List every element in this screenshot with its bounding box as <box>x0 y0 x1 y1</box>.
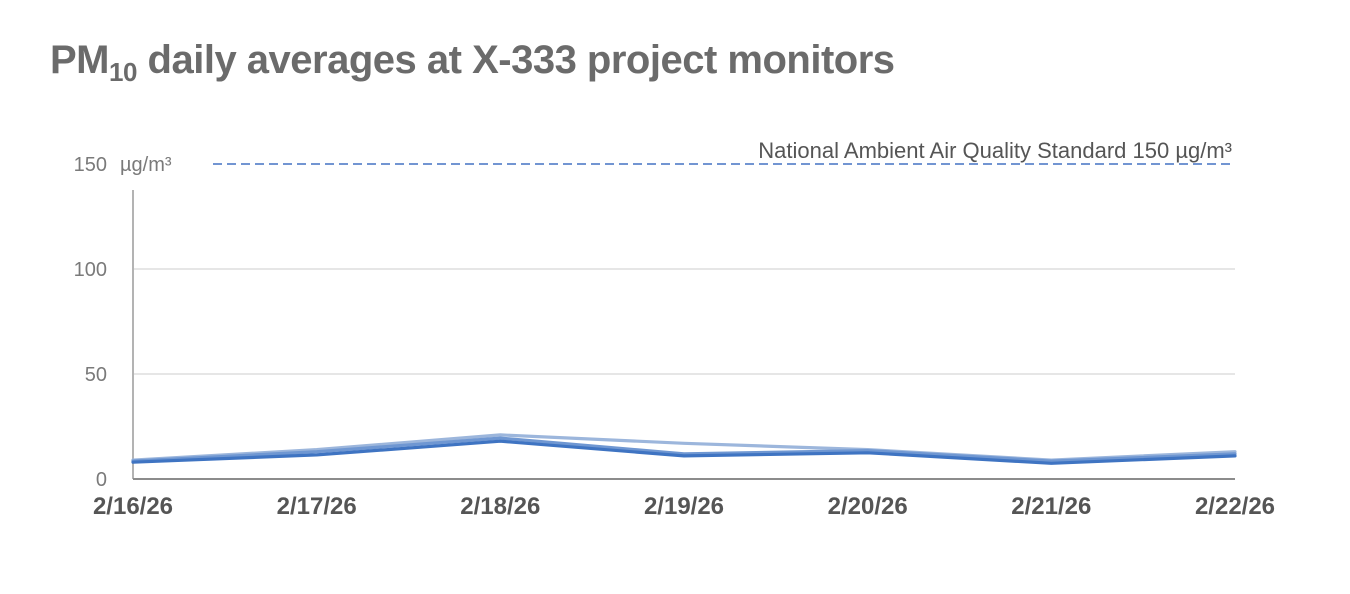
axes <box>132 190 1235 480</box>
series-line-3 <box>131 439 1237 465</box>
x-tick-label: 2/16/26 <box>93 493 173 520</box>
y-tick-labels: 0 50 100 150 <box>74 154 107 491</box>
y-tick-label: 50 <box>85 364 107 386</box>
x-tick-label: 2/18/26 <box>460 493 540 520</box>
x-tick-label: 2/20/26 <box>828 493 908 520</box>
series-lines <box>131 433 1237 465</box>
x-tick-label: 2/21/26 <box>1011 493 1091 520</box>
x-tick-label: 2/22/26 <box>1195 493 1275 520</box>
chart-title-subscript: 10 <box>109 57 137 87</box>
x-tick-label: 2/17/26 <box>277 493 357 520</box>
x-tick-labels: 2/16/26 2/17/26 2/18/26 2/19/26 2/20/26 2/21/… <box>93 493 1275 520</box>
y-axis-unit-label: µg/m³ <box>120 154 172 176</box>
y-tick-label: 0 <box>96 469 107 491</box>
x-tick-label: 2/19/26 <box>644 493 724 520</box>
chart-title-prefix: PM <box>50 38 110 82</box>
gridlines <box>133 268 1235 375</box>
y-tick-label: 150 <box>74 154 107 176</box>
chart-title: PM10 daily averages at X-333 project mon… <box>50 38 895 85</box>
reference-line-label: National Ambient Air Quality Standard 15… <box>758 138 1232 163</box>
chart-title-suffix: daily averages at X-333 project monitors <box>136 38 895 82</box>
y-tick-label: 100 <box>74 259 107 281</box>
series-line-2 <box>131 436 1237 463</box>
